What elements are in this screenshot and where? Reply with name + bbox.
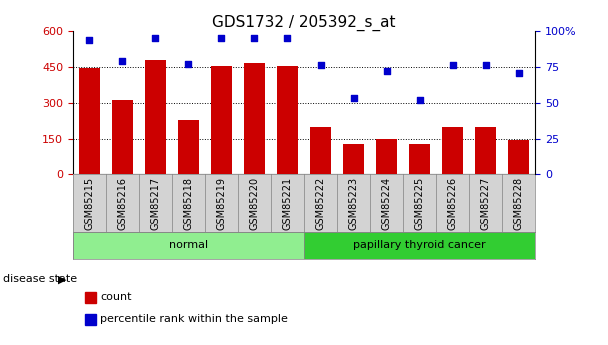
- Text: GSM85226: GSM85226: [447, 177, 458, 230]
- Text: GSM85218: GSM85218: [184, 177, 193, 229]
- Title: GDS1732 / 205392_s_at: GDS1732 / 205392_s_at: [212, 15, 396, 31]
- Text: count: count: [100, 292, 132, 302]
- Text: GSM85215: GSM85215: [85, 177, 94, 230]
- Bar: [178, 120, 199, 175]
- Bar: [211, 66, 232, 175]
- Point: [415, 97, 424, 102]
- Text: GSM85223: GSM85223: [348, 177, 359, 230]
- Bar: [244, 63, 265, 175]
- Bar: [442, 127, 463, 175]
- Text: GSM85227: GSM85227: [480, 176, 491, 230]
- Bar: [277, 67, 298, 175]
- Bar: [309, 127, 331, 175]
- Bar: [409, 144, 430, 175]
- Text: ▶: ▶: [58, 275, 66, 284]
- Point: [85, 37, 94, 42]
- Text: GSM85222: GSM85222: [316, 176, 325, 230]
- Point: [184, 61, 193, 67]
- Point: [514, 70, 523, 76]
- Point: [447, 63, 457, 68]
- Text: normal: normal: [169, 240, 208, 250]
- Point: [117, 58, 127, 64]
- Text: disease state: disease state: [3, 275, 77, 284]
- Bar: [376, 139, 397, 175]
- Bar: [145, 60, 166, 175]
- Bar: [343, 144, 364, 175]
- Bar: [78, 68, 100, 175]
- Text: GSM85228: GSM85228: [514, 177, 523, 230]
- Bar: [112, 100, 133, 175]
- FancyBboxPatch shape: [304, 232, 535, 259]
- Text: GSM85216: GSM85216: [117, 177, 128, 229]
- Bar: [508, 140, 529, 175]
- Text: GSM85220: GSM85220: [249, 177, 260, 230]
- Point: [316, 63, 325, 68]
- Point: [348, 96, 358, 101]
- Point: [382, 68, 392, 74]
- Point: [481, 63, 491, 68]
- Text: GSM85225: GSM85225: [415, 176, 424, 230]
- Text: GSM85217: GSM85217: [150, 177, 161, 230]
- Text: percentile rank within the sample: percentile rank within the sample: [100, 314, 288, 324]
- Point: [151, 36, 161, 41]
- Bar: [475, 127, 496, 175]
- Text: GSM85219: GSM85219: [216, 177, 227, 229]
- Point: [283, 36, 292, 41]
- Point: [216, 36, 226, 41]
- FancyBboxPatch shape: [73, 232, 304, 259]
- Text: papillary thyroid cancer: papillary thyroid cancer: [353, 240, 486, 250]
- Text: GSM85224: GSM85224: [381, 177, 392, 230]
- Text: GSM85221: GSM85221: [283, 177, 292, 230]
- Point: [250, 36, 260, 41]
